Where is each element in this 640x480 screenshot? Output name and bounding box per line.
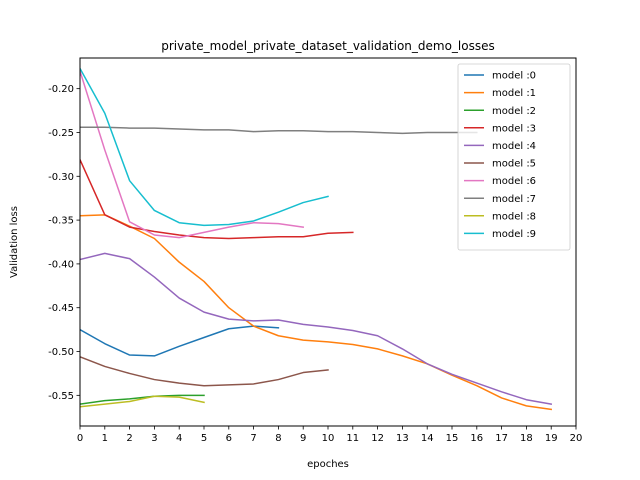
x-tick-label: 8 — [275, 433, 281, 444]
series-line-model-6 — [80, 70, 305, 239]
legend-entry-label: model :7 — [492, 194, 536, 205]
y-tick-label: -0.20 — [48, 84, 74, 95]
y-tick-label: -0.35 — [48, 216, 74, 227]
y-tick-label: -0.55 — [48, 391, 74, 402]
legend-entry-label: model :6 — [492, 176, 536, 187]
x-tick-label: 2 — [126, 433, 132, 444]
series-line-model-5 — [80, 355, 329, 387]
x-tick-label: 4 — [176, 433, 182, 444]
x-tick-label: 7 — [250, 433, 256, 444]
x-axis-ticks: 0 1 2 3 4 5 6 7 8 9 10 11 12 13 14 15 16 17 18 19 20 — [77, 426, 583, 444]
legend-entry-label: model :9 — [492, 229, 536, 240]
legend-entry-label: model :3 — [492, 123, 536, 134]
series-line-model-4 — [80, 252, 553, 405]
legend-entry-label: model :8 — [492, 211, 536, 222]
y-tick-label: -0.30 — [48, 172, 74, 183]
x-tick-label: 10 — [322, 433, 335, 444]
legend: model :0 model :1 model :2 model :3 model :4… — [457, 63, 571, 251]
series-lines — [80, 67, 553, 411]
x-tick-label: 1 — [102, 433, 108, 444]
series-line-model-0 — [80, 325, 280, 357]
y-axis-label: Validation loss — [9, 206, 20, 278]
series-line-model-2 — [80, 394, 205, 405]
series-line-model-9 — [80, 67, 329, 227]
x-tick-label: 15 — [446, 433, 459, 444]
legend-entry-label: model :1 — [492, 88, 536, 99]
x-tick-label: 11 — [346, 433, 359, 444]
x-tick-label: 6 — [226, 433, 232, 444]
legend-entry-label: model :0 — [492, 71, 536, 82]
y-tick-label: -0.50 — [48, 347, 74, 358]
legend-entry-label: model :2 — [492, 106, 536, 117]
y-tick-label: -0.40 — [48, 259, 74, 270]
x-axis-label: epoches — [307, 459, 349, 470]
x-tick-label: 20 — [570, 433, 583, 444]
y-tick-label: -0.45 — [48, 303, 74, 314]
x-tick-label: 3 — [151, 433, 157, 444]
x-tick-label: 18 — [520, 433, 533, 444]
x-tick-label: 5 — [201, 433, 207, 444]
x-tick-label: 14 — [421, 433, 434, 444]
x-tick-label: 0 — [77, 433, 83, 444]
y-axis-ticks: -0.20 -0.25 -0.30 -0.35 -0.40 -0.45 -0.50 -0.55 — [48, 84, 80, 402]
legend-entry-label: model :5 — [492, 159, 536, 170]
series-line-model-7 — [80, 126, 478, 135]
legend-entry-label: model :4 — [492, 141, 536, 152]
series-line-model-1 — [80, 214, 553, 411]
y-tick-label: -0.25 — [48, 128, 74, 139]
x-tick-label: 17 — [495, 433, 508, 444]
x-tick-label: 12 — [371, 433, 384, 444]
series-line-model-3 — [80, 158, 354, 240]
x-tick-label: 13 — [396, 433, 409, 444]
series-line-model-8 — [80, 395, 205, 408]
x-tick-label: 9 — [300, 433, 306, 444]
chart-title: private_model_private_dataset_validation… — [161, 39, 495, 53]
legend-box — [457, 63, 571, 251]
x-tick-label: 16 — [470, 433, 483, 444]
x-tick-label: 19 — [545, 433, 558, 444]
